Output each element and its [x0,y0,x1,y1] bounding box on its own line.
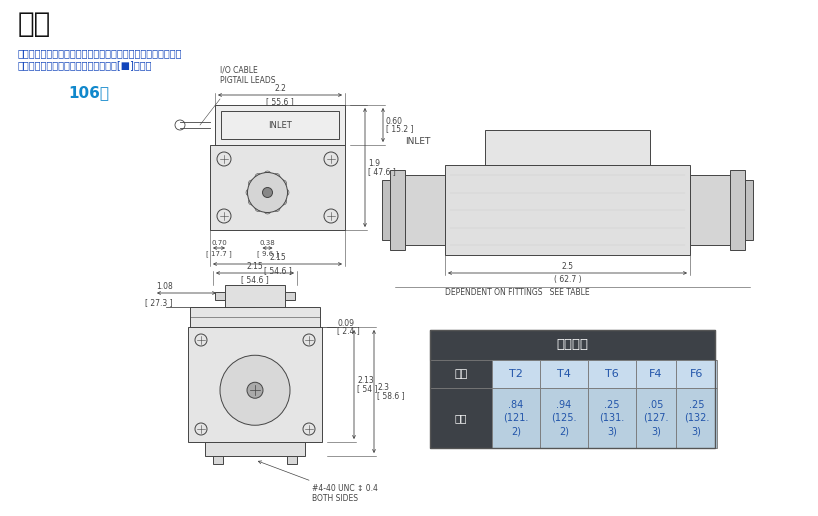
Bar [215,105,345,145]
Bar [730,170,745,250]
Circle shape [249,198,255,205]
Text: 0.38: 0.38 [259,240,276,246]
Circle shape [273,204,280,212]
Text: 2.15: 2.15 [269,253,285,262]
Text: 尺寸: 尺寸 [18,10,52,38]
Text: [ 27.3 ]: [ 27.3 ] [146,298,173,307]
Text: T4: T4 [557,369,571,379]
Text: 总长度表: 总长度表 [556,338,588,351]
Bar [588,388,636,448]
Bar [215,292,225,300]
Text: 基本单元配置显示。联系工厂或未显示的单位尺寸的授权代表。: 基本单元配置显示。联系工厂或未显示的单位尺寸的授权代表。 [18,48,182,58]
Text: 2.2: 2.2 [274,84,286,93]
Text: 长度: 长度 [455,413,467,423]
Text: 0.60: 0.60 [386,117,403,125]
Bar [188,327,322,442]
Text: [ 54.6 ]: [ 54.6 ] [241,275,269,284]
Bar [390,170,405,250]
Text: .94
(125.
2): .94 (125. 2) [551,400,577,436]
Text: .05
(127.
3): .05 (127. 3) [643,400,669,436]
Text: ( 62.7 ): ( 62.7 ) [554,275,582,284]
Circle shape [282,189,289,196]
Circle shape [280,198,286,205]
Text: 0.70: 0.70 [211,240,227,246]
Circle shape [247,382,263,398]
Text: .25
(131.
3): .25 (131. 3) [600,400,625,436]
Bar [430,360,492,388]
Bar [676,388,717,448]
Bar [588,360,636,388]
Text: INLET: INLET [405,137,430,147]
Text: 2.13: 2.13 [357,376,374,385]
Text: [ 54.6 ]: [ 54.6 ] [263,266,291,275]
Text: [ 55.6 ]: [ 55.6 ] [266,97,294,106]
Bar [430,388,492,448]
Circle shape [255,204,262,212]
Text: 106：: 106： [68,85,109,100]
Text: INLET: INLET [268,121,292,130]
Text: 2.3: 2.3 [377,383,389,392]
Text: [ 2.4 ]: [ 2.4 ] [337,327,360,335]
Bar [636,388,676,448]
Text: 1.08: 1.08 [156,282,173,291]
Text: 配件: 配件 [454,369,468,379]
Text: 0.09: 0.09 [337,318,354,328]
Circle shape [280,180,286,187]
Bar [540,388,588,448]
Bar [221,111,339,139]
Bar [190,307,320,327]
Bar [745,180,753,240]
Bar [430,330,715,448]
Text: F4: F4 [649,369,663,379]
Bar [690,175,730,245]
Bar [445,165,690,255]
Bar [205,442,305,456]
Bar [676,360,717,388]
Bar [382,180,390,240]
Text: .84
(121.
2): .84 (121. 2) [503,400,528,436]
Text: T6: T6 [605,369,619,379]
Bar [213,456,223,464]
Bar [285,292,295,300]
Text: DEPENDENT ON FITTINGS   SEE TABLE: DEPENDENT ON FITTINGS SEE TABLE [445,288,590,297]
Bar [287,456,297,464]
Text: [ 54 ]: [ 54 ] [357,384,377,393]
Circle shape [220,355,290,425]
Text: [ 15.2 ]: [ 15.2 ] [386,124,414,134]
Text: [ 9.6 ]: [ 9.6 ] [257,250,278,257]
Text: 2.15: 2.15 [246,262,263,271]
Circle shape [264,171,271,178]
Text: .25
(132.
3): .25 (132. 3) [684,400,709,436]
Bar [636,360,676,388]
Bar [492,360,540,388]
Bar [485,130,650,165]
Circle shape [255,173,262,181]
Circle shape [248,172,287,213]
Circle shape [263,187,272,198]
Text: T2: T2 [509,369,523,379]
Bar [430,330,715,360]
Text: [ 58.6 ]: [ 58.6 ] [377,391,405,400]
Text: I/O CABLE
PIGTAIL LEADS: I/O CABLE PIGTAIL LEADS [220,66,276,85]
Text: [ 17.7 ]: [ 17.7 ] [206,250,231,257]
Text: [ 47.6 ]: [ 47.6 ] [368,167,396,176]
Text: F6: F6 [690,369,703,379]
Bar [540,360,588,388]
Text: 1.9: 1.9 [368,159,380,168]
Circle shape [273,173,280,181]
Bar [225,285,285,307]
Text: 2.5: 2.5 [561,262,573,271]
Circle shape [264,207,271,214]
Text: #4-40 UNC ↕ 0.4
BOTH SIDES: #4-40 UNC ↕ 0.4 BOTH SIDES [258,461,378,504]
Bar [405,175,445,245]
Bar [210,145,345,230]
Circle shape [249,180,255,187]
Text: 除非另有说明，否则所有尺寸均以英寸[■]表示。: 除非另有说明，否则所有尺寸均以英寸[■]表示。 [18,60,152,70]
Circle shape [246,189,253,196]
Bar [492,388,540,448]
